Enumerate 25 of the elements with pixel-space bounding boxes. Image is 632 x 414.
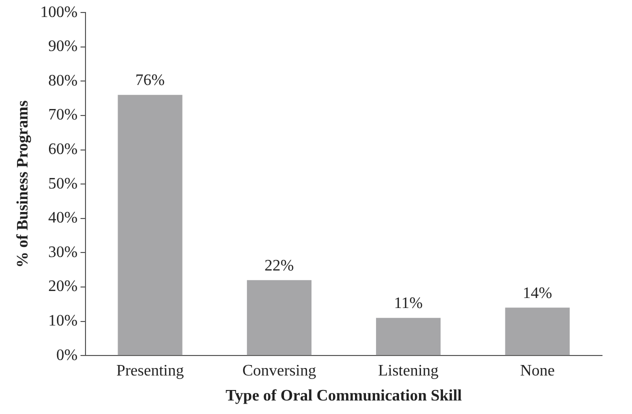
data-label: 11%	[394, 295, 423, 312]
x-axis-title: Type of Oral Communication Skill	[226, 388, 462, 405]
y-tick-label: 0%	[56, 346, 78, 364]
y-tick-label: 70%	[48, 106, 78, 124]
y-tick-label: 30%	[48, 244, 78, 261]
y-tick-label: 90%	[48, 38, 78, 56]
x-tick-label: Listening	[378, 362, 439, 380]
x-tick-label: Conversing	[242, 362, 316, 380]
x-tick-label: Presenting	[116, 362, 184, 380]
bar	[376, 318, 441, 356]
bar	[246, 280, 312, 356]
y-tick-label: 10%	[48, 312, 78, 330]
bar	[118, 94, 182, 356]
y-tick-label: 100%	[40, 4, 78, 21]
y-tick-label: 40%	[48, 210, 78, 227]
y-tick-label: 60%	[48, 141, 78, 158]
y-tick-label: 20%	[48, 278, 78, 296]
data-label: 76%	[135, 72, 165, 90]
y-axis-title: % of Business Programs	[14, 100, 32, 268]
y-tick-label: 50%	[48, 175, 78, 192]
bar	[505, 308, 570, 356]
x-tick-label: None	[520, 362, 555, 380]
y-tick-label: 80%	[48, 72, 78, 90]
data-label: 14%	[522, 284, 552, 302]
data-label: 22%	[264, 257, 294, 274]
